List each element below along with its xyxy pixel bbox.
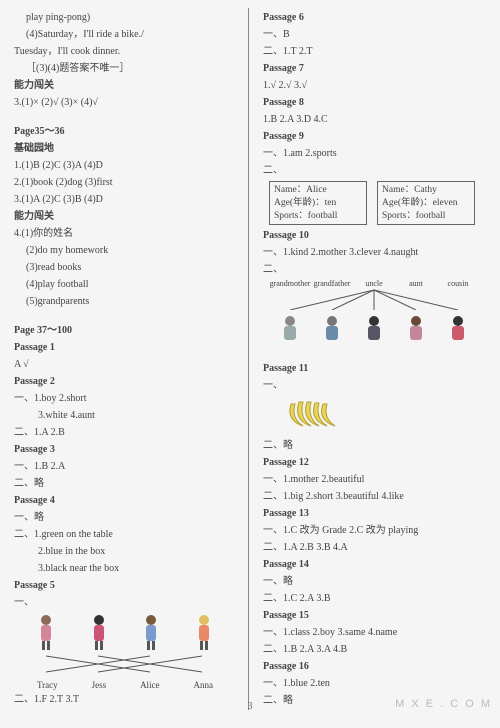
right-column: Passage 6 一、B 二、1.T 2.T Passage 7 1.√ 2.…: [251, 8, 483, 710]
person-icon: [363, 314, 385, 344]
passage-title: Passage 3: [14, 442, 238, 457]
answer-line: 1.√ 2.√ 3.√: [263, 78, 483, 93]
answer-line: 二、: [263, 262, 483, 277]
passage-title: Passage 11: [263, 361, 483, 376]
section-heading: 能力闯关: [14, 78, 238, 93]
text-line: ［(3)(4)题答案不唯一］: [14, 61, 238, 76]
answer-line: 二、1.C 2.A 3.B: [263, 591, 483, 606]
family-tree: grandmother grandfather uncle aunt cousi…: [269, 279, 479, 359]
person-icon: [447, 314, 469, 344]
box-line: Name：Alice: [274, 184, 362, 197]
answer-line: 二、1.B 2.A 3.A 4.B: [263, 642, 483, 657]
answer-line: 二、1.A 2.B 3.B 4.A: [263, 540, 483, 555]
tree-label: grandmother: [269, 279, 311, 288]
passage-title: Passage 14: [263, 557, 483, 572]
text-line: play ping-pong): [14, 10, 238, 25]
answer-line: 一、1.mother 2.beautiful: [263, 472, 483, 487]
column-divider: [248, 8, 249, 710]
tree-label: grandfather: [311, 279, 353, 288]
answer-line: 2.blue in the box: [14, 544, 238, 559]
text-line: Tuesday，I'll cook dinner.: [14, 44, 238, 59]
watermark: M X E . C O M: [395, 698, 492, 710]
passage-title: Passage 1: [14, 340, 238, 355]
answer-line: 3.white 4.aunt: [14, 408, 238, 423]
answer-line: 一、1.class 2.boy 3.same 4.name: [263, 625, 483, 640]
passage-title: Passage 7: [263, 61, 483, 76]
box-line: Age(年龄)：ten: [274, 197, 362, 210]
passage-title: Passage 13: [263, 506, 483, 521]
answer-line: 一、略: [263, 574, 483, 589]
box-line: Name：Cathy: [382, 184, 470, 197]
answer-line: 4.(1)你的姓名: [14, 226, 238, 241]
bananas-icon: [281, 397, 351, 431]
answer-line: 二、1.T 2.T: [263, 44, 483, 59]
info-box-alice: Name：Alice Age(年龄)：ten Sports：football: [269, 181, 367, 225]
answer-line: 一、B: [263, 27, 483, 42]
text-line: (4)Saturday，I'll ride a bike./: [14, 27, 238, 42]
name-label: Alice: [140, 680, 160, 690]
person-icon: [405, 314, 427, 344]
box-line: Age(年龄)：eleven: [382, 197, 470, 210]
answer-line: 1.(1)B (2)C (3)A (4)D: [14, 158, 238, 173]
info-box-cathy: Name：Cathy Age(年龄)：eleven Sports：footbal…: [377, 181, 475, 225]
page-heading: Page 37～100: [14, 323, 238, 338]
section-heading: 能力闯关: [14, 209, 238, 224]
person-icon: [321, 314, 343, 344]
box-line: Sports：football: [382, 210, 470, 223]
left-column: play ping-pong) (4)Saturday，I'll ride a …: [14, 8, 246, 710]
name-label: Anna: [194, 680, 214, 690]
answer-line: 一、1.kind 2.mother 3.clever 4.naught: [263, 245, 483, 260]
page-number: 3: [248, 701, 253, 712]
answer-line: 一、1.blue 2.ten: [263, 676, 483, 691]
answer-line: 3.black near the box: [14, 561, 238, 576]
name-label: Jess: [92, 680, 107, 690]
answer-line: (5)grandparents: [14, 294, 238, 309]
tree-label: cousin: [437, 279, 479, 288]
answer-line: 二、: [263, 163, 483, 178]
info-boxes: Name：Alice Age(年龄)：ten Sports：football N…: [269, 181, 483, 225]
tree-label: aunt: [395, 279, 437, 288]
passage-title: Passage 15: [263, 608, 483, 623]
answer-line: 二、略: [14, 476, 238, 491]
matching-lines: [20, 618, 230, 676]
name-label: Tracy: [37, 680, 58, 690]
matching-diagram: Tracy Jess Alice Anna: [20, 612, 230, 690]
text-line: 一、: [14, 595, 238, 610]
passage-title: Passage 2: [14, 374, 238, 389]
answer-line: 一、略: [14, 510, 238, 525]
passage-title: Passage 10: [263, 228, 483, 243]
page-heading: Page35～36: [14, 124, 238, 139]
answer-line: 一、1.B 2.A: [14, 459, 238, 474]
answer-line: 一、1.boy 2.short: [14, 391, 238, 406]
tree-label: uncle: [353, 279, 395, 288]
text-line: 一、: [263, 378, 483, 393]
answer-line: A √: [14, 357, 238, 372]
box-line: Sports：football: [274, 210, 362, 223]
answer-line: 一、1.am 2.sports: [263, 146, 483, 161]
passage-title: Passage 12: [263, 455, 483, 470]
answer-line: (4)play football: [14, 277, 238, 292]
passage-title: Passage 8: [263, 95, 483, 110]
passage-title: Passage 16: [263, 659, 483, 674]
passage-title: Passage 6: [263, 10, 483, 25]
answer-line: 二、1.A 2.B: [14, 425, 238, 440]
answer-line: (3)read books: [14, 260, 238, 275]
person-icon: [279, 314, 301, 344]
answer-line: 二、1.F 2.T 3.T: [14, 692, 238, 707]
passage-title: Passage 9: [263, 129, 483, 144]
passage-title: Passage 5: [14, 578, 238, 593]
answer-line: 二、1.big 2.short 3.beautiful 4.like: [263, 489, 483, 504]
answer-line: 1.B 2.A 3.D 4.C: [263, 112, 483, 127]
answer-line: 一、1.C 改为 Grade 2.C 改为 playing: [263, 523, 483, 538]
answer-line: 二、略: [263, 438, 483, 453]
answer-line: 3.(1)× (2)√ (3)× (4)√: [14, 95, 238, 110]
passage-title: Passage 4: [14, 493, 238, 508]
answer-line: 二、1.green on the table: [14, 527, 238, 542]
tree-lines: [269, 288, 479, 310]
section-heading: 基础园地: [14, 141, 238, 156]
answer-line: (2)do my homework: [14, 243, 238, 258]
answer-line: 2.(1)book (2)dog (3)first: [14, 175, 238, 190]
answer-line: 3.(1)A (2)C (3)B (4)D: [14, 192, 238, 207]
